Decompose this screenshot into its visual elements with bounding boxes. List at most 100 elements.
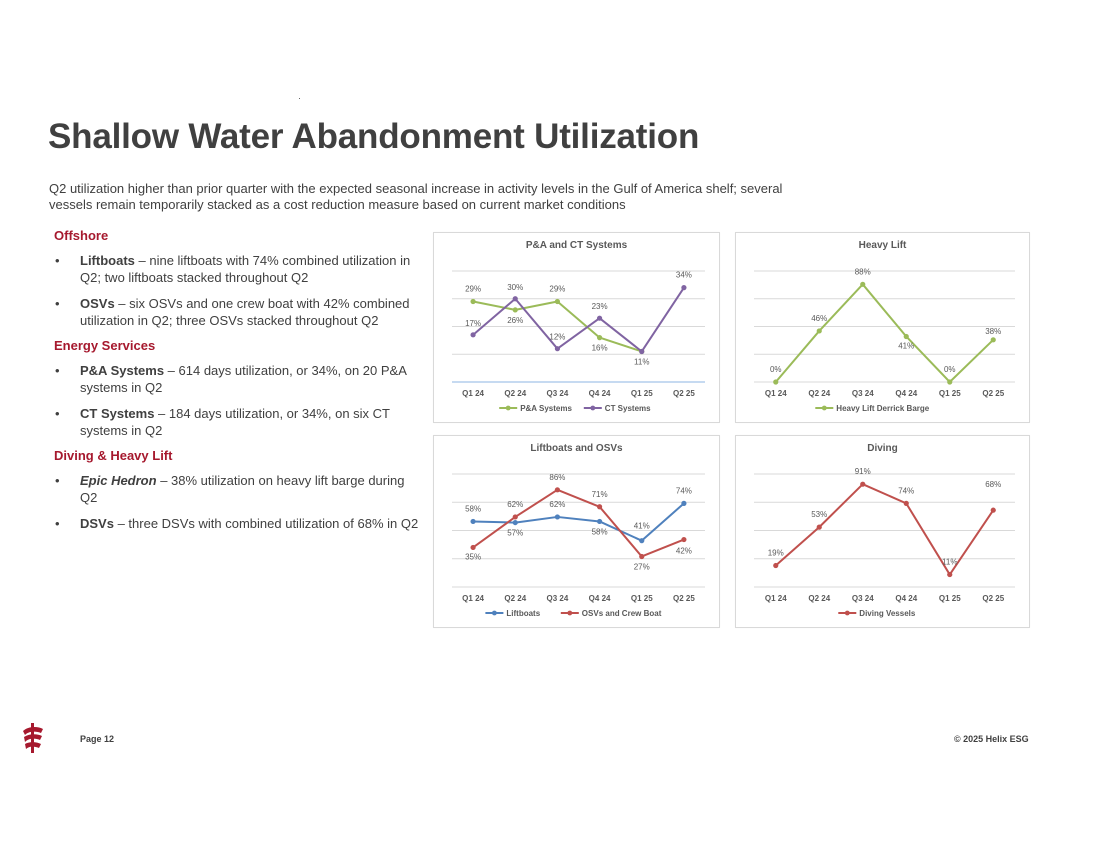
legend-marker	[590, 405, 596, 411]
bullet-item: • DSVs – three DSVs with combined utiliz…	[54, 515, 424, 532]
x-tick-label: Q2 24	[504, 389, 526, 398]
data-label: 38%	[985, 327, 1001, 336]
data-label: 41%	[634, 522, 650, 531]
chart-diving: Diving Q1 24 Q2 24 Q3 24 Q4 24 Q1 25 Q2 25 19% 5…	[735, 435, 1030, 628]
data-label: 41%	[898, 341, 914, 350]
data-point	[512, 519, 518, 526]
data-label: 62%	[507, 500, 523, 509]
legend-marker	[844, 610, 850, 616]
legend-marker	[492, 610, 497, 616]
legend-label: CT Systems	[605, 404, 651, 413]
x-tick-label: Q2 24	[808, 594, 830, 603]
data-label: 0%	[944, 365, 956, 374]
data-point	[470, 544, 476, 551]
x-tick-label: Q4 24	[589, 389, 611, 398]
x-tick-label: Q3 24	[547, 389, 569, 398]
x-tick-label: Q2 25	[673, 594, 695, 603]
section-heading: Offshore	[54, 228, 109, 243]
data-point	[947, 571, 953, 578]
data-label: 91%	[855, 467, 871, 476]
bullet-lead: OSVs	[80, 296, 115, 311]
legend-label: OSVs and Crew Boat	[582, 609, 662, 618]
chart-liftboats-osvs: Liftboats and OSVs Q1 24 Q2 24 Q3 24 Q4 24 Q1…	[433, 435, 720, 628]
copyright: © 2025 Helix ESG	[954, 734, 1029, 744]
data-label: 17%	[465, 319, 481, 328]
bullet-item: • Epic Hedron – 38% utilization on heavy…	[54, 472, 424, 506]
data-label: 88%	[855, 267, 871, 276]
bullet-text: – nine liftboats with 74% combined utili…	[80, 253, 411, 285]
data-point	[860, 481, 866, 487]
x-tick-label: Q3 24	[547, 594, 569, 603]
page-number: Page 12	[80, 734, 115, 744]
data-point	[596, 335, 603, 341]
legend-label: Diving Vessels	[859, 609, 916, 618]
x-tick-label: Q1 24	[765, 389, 787, 398]
data-label: 11%	[634, 357, 649, 366]
data-label: 19%	[768, 549, 784, 558]
data-point	[470, 518, 476, 525]
legend-label: Liftboats	[506, 609, 540, 618]
bullet-lead: Epic Hedron	[80, 473, 157, 488]
x-tick-label: Q4 24	[895, 594, 917, 603]
x-tick-label: Q1 24	[462, 389, 484, 398]
page-subtitle: Q2 utilization higher than prior quarter…	[49, 181, 783, 212]
data-point	[990, 507, 996, 513]
bullet-item: • Liftboats – nine liftboats with 74% co…	[54, 252, 424, 286]
x-tick-label: Q1 25	[631, 594, 653, 603]
data-point	[681, 285, 687, 291]
bullet-text: – 38% utilization on heavy lift barge du…	[80, 473, 405, 505]
x-tick-label: Q1 25	[939, 594, 961, 603]
data-label: 29%	[465, 285, 481, 294]
bullet-lead: P&A Systems	[80, 363, 165, 378]
data-point	[512, 514, 518, 520]
bullet-text: – 184 days utilization, or 34%, on six C…	[80, 406, 390, 438]
data-point	[470, 298, 476, 305]
data-label: 34%	[676, 271, 692, 280]
data-point	[903, 500, 909, 506]
x-tick-label: Q1 24	[462, 594, 484, 603]
data-label: 27%	[634, 562, 650, 571]
bullet-marker: •	[55, 253, 60, 268]
section-heading: Diving & Heavy Lift	[54, 448, 173, 463]
summary-column: Offshore • Liftboats – nine liftboats wi…	[54, 228, 424, 541]
data-point	[554, 298, 561, 305]
data-label: 46%	[811, 314, 827, 323]
data-label: 35%	[465, 552, 481, 561]
page-title: Shallow Water Abandonment Utilization	[48, 117, 700, 156]
legend-label: Heavy Lift Derrick Barge	[836, 404, 929, 413]
chart-pa-ct-systems: P&A and CT Systems Q1 24 Q2 24 Q3 24 Q4 24 Q1…	[433, 232, 720, 423]
data-point	[816, 328, 822, 334]
data-label: 12%	[549, 333, 565, 342]
series-line	[775, 483, 995, 576]
stray-mark	[299, 98, 300, 99]
data-label: 62%	[549, 500, 565, 509]
x-tick-label: Q3 24	[852, 389, 874, 398]
chart-svg: Heavy Lift Q1 24 Q2 24 Q3 24 Q4 24 Q1 25 Q2 25…	[754, 240, 1015, 413]
bullet-lead: Liftboats	[80, 253, 135, 268]
data-point	[512, 296, 518, 302]
bullet-item: • P&A Systems – 614 days utilization, or…	[54, 362, 424, 396]
chart-title: P&A and CT Systems	[526, 240, 628, 251]
chart-svg: Diving Q1 24 Q2 24 Q3 24 Q4 24 Q1 25 Q2 25 19% 5…	[754, 443, 1015, 618]
data-label: 74%	[676, 486, 692, 495]
bullet-text: – 614 days utilization, or 34%, on 20 P&…	[80, 363, 407, 395]
data-label: 42%	[676, 547, 692, 556]
bullet-lead: CT Systems	[80, 406, 155, 421]
data-point	[596, 518, 603, 525]
chart-title: Diving	[867, 443, 898, 454]
x-tick-label: Q2 25	[982, 594, 1004, 603]
x-tick-label: Q2 25	[982, 389, 1004, 398]
section-offshore: Offshore • Liftboats – nine liftboats wi…	[54, 228, 424, 329]
legend-marker	[567, 610, 573, 616]
chart-title: Heavy Lift	[859, 240, 907, 251]
x-tick-label: Q1 25	[631, 389, 653, 398]
data-point	[554, 346, 561, 352]
bullet-lead: DSVs	[80, 516, 114, 531]
legend-marker	[821, 405, 827, 411]
chart-title: Liftboats and OSVs	[530, 443, 623, 454]
data-point	[860, 281, 866, 287]
data-point	[639, 348, 645, 355]
data-label: 68%	[985, 480, 1001, 489]
x-tick-label: Q2 24	[504, 594, 526, 603]
data-point	[681, 536, 687, 543]
